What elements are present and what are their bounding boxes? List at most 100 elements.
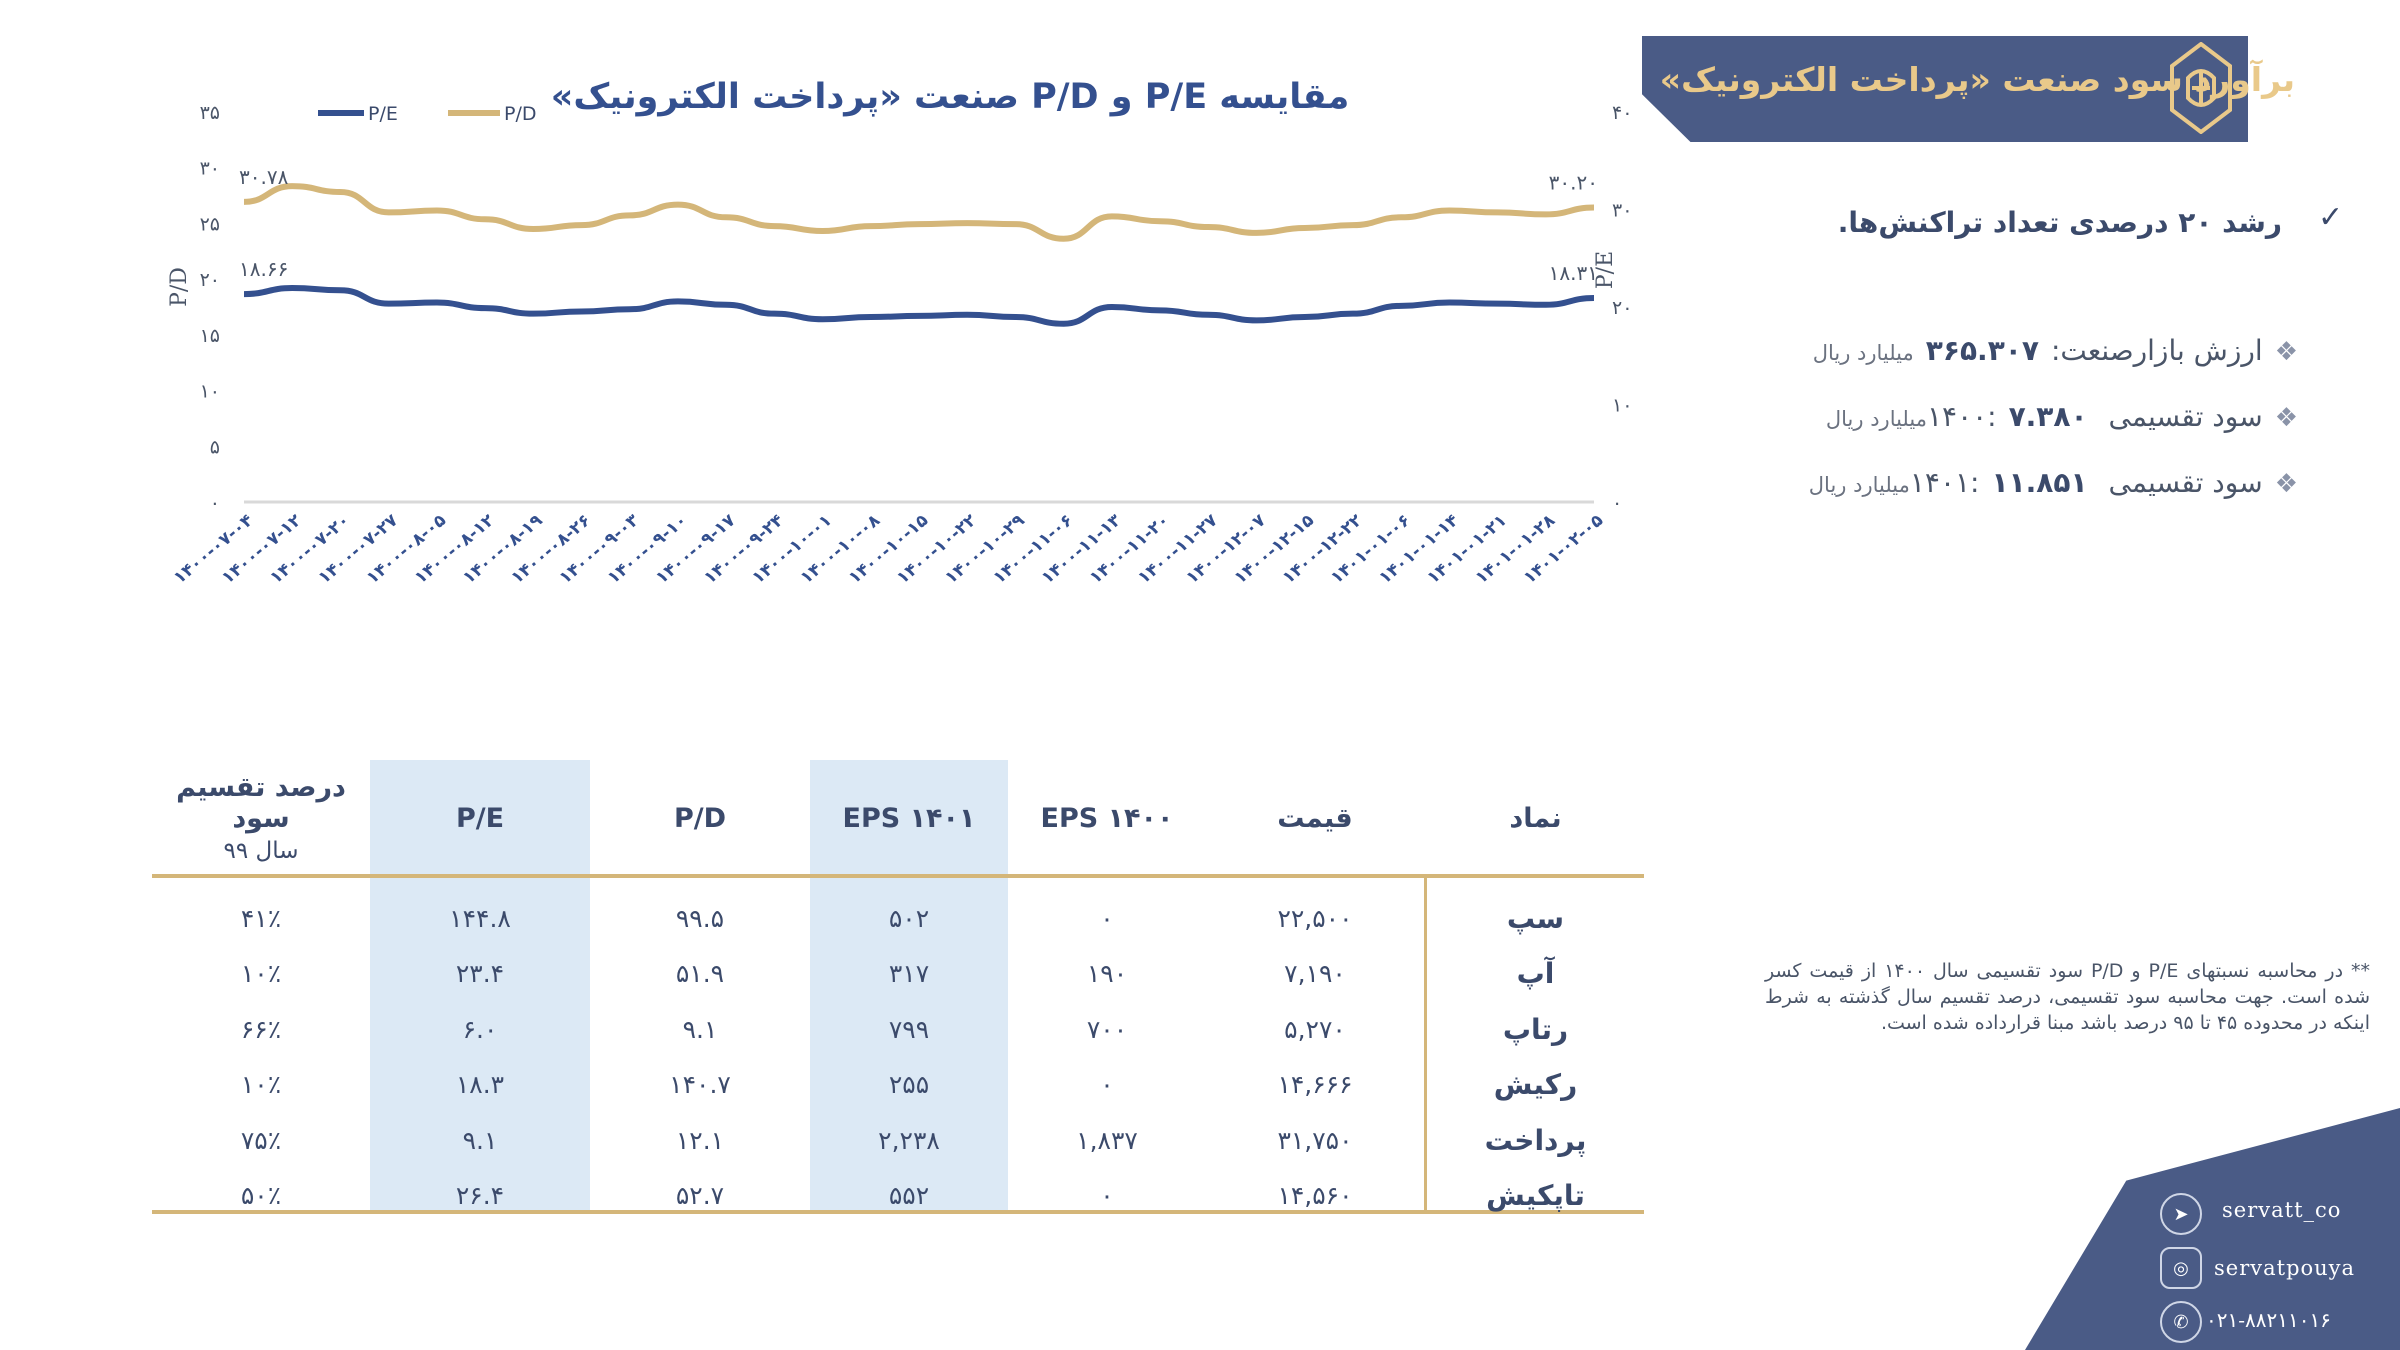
phone-icon[interactable]: ✆	[2160, 1301, 2202, 1343]
y-left-tick-label: ۵	[210, 436, 220, 458]
growth-statement: رشد ۲۰ درصدی تعداد تراکنش‌ها.	[1837, 206, 2282, 239]
telegram-handle[interactable]: servatt_co	[2222, 1198, 2342, 1222]
y-axis-left-title: P/D	[167, 267, 192, 307]
series-start-label: ۱۸.۶۶	[239, 257, 288, 281]
table-cell-payout: ۱۰٪	[240, 959, 282, 988]
table-cell-symbol: پرداخت	[1484, 1123, 1587, 1157]
series-end-label: ۱۸.۳۱	[1549, 261, 1598, 285]
pe-pd-line-chart: مقایسه P/E و P/D صنعت «پرداخت الکترونیک»…	[167, 77, 1632, 588]
table-cell-symbol: آپ	[1516, 957, 1555, 990]
header-eps1400: EPS ۱۴۰۰	[1040, 802, 1174, 834]
footnote: ** در محاسبه نسبتهای P/E و P/D سود تقسیم…	[1765, 960, 2370, 1034]
y-right-tick-label: ۴۰	[1612, 102, 1632, 124]
y-left-tick-label: ۲۰	[200, 269, 220, 291]
table-cell-pd: ۵۲.۷	[675, 1181, 725, 1210]
series-end-label: ۳۰.۲۰	[1549, 171, 1598, 195]
table-cell-symbol: تاپکیش	[1486, 1179, 1585, 1212]
table-cell-pe: ۱۸.۳	[455, 1070, 505, 1099]
bullet-label: سود تقسیمی ۱۴۰۰:	[1926, 400, 2263, 433]
company-logo-icon	[2170, 42, 2232, 134]
diamond-bullet-icon: ❖	[2274, 337, 2298, 367]
bullet-market-value: ❖ ارزش بازارصنعت: ۳۶۵.۳۰۷ میلیارد ریال	[1813, 334, 2298, 367]
y-right-tick-label: ۱۰	[1612, 395, 1632, 417]
bullet-value: ۳۶۵.۳۰۷	[1925, 334, 2039, 367]
series-line-pe	[243, 285, 1595, 327]
table-cell-pd: ۹۹.۵	[675, 903, 725, 933]
table-cell-price: ۱۴,۶۶۶	[1277, 1070, 1353, 1099]
y-right-tick-label: ۲۰	[1612, 297, 1632, 319]
table-cell-pe: ۲۶.۴	[455, 1181, 505, 1210]
header-payout-sub: سال ۹۹	[223, 838, 299, 864]
header-banner	[1642, 36, 2248, 142]
bullet-dividend-1400: ❖ سود تقسیمی ۱۴۰۰:۷.۳۸۰ میلیارد ریال	[1826, 400, 2298, 433]
table-cell-eps1401: ۲۵۵	[888, 1070, 930, 1099]
table-bottom-rule	[152, 1210, 1644, 1214]
table-cell-price: ۷,۱۹۰	[1284, 959, 1346, 988]
legend-pe-label: P/E	[368, 103, 398, 125]
header-payout: درصد تقسیم سود سال ۹۹	[152, 772, 370, 864]
industry-table: درصد تقسیم سود سال ۹۹ P/E P/D EPS ۱۴۰۱ E…	[152, 760, 1644, 1216]
y-right-tick-label: ۳۰	[1612, 200, 1632, 222]
y-axis-left: ۰ ۵ ۱۰ ۱۵ ۲۰ ۲۵ ۳۰ ۳۵	[200, 102, 220, 514]
x-axis: ۱۴۰۰-۰۷-۰۴۱۴۰۰-۰۷-۱۲۱۴۰۰-۰۷-۲۰۱۴۰۰-۰۷-۲۷…	[170, 510, 1607, 588]
table-cell-pe: ۹.۱	[462, 1125, 498, 1155]
series-end-labels: ۱۸.۶۶ ۱۸.۳۱ ۳۰.۷۸ ۳۰.۲۰	[239, 165, 1598, 285]
table-cell-pd: ۹.۱	[682, 1014, 718, 1044]
bullet-unit: میلیارد ریال	[1808, 473, 1910, 497]
y-left-tick-label: ۰	[210, 492, 220, 514]
table-cell-eps1400: ۱,۸۳۷	[1076, 1125, 1138, 1155]
table-cell-payout: ۵۰٪	[240, 1181, 282, 1210]
telegram-icon[interactable]: ➤	[2160, 1193, 2202, 1235]
bullet-value: ۱۱.۸۵۱	[1991, 466, 2088, 499]
header-pd: P/D	[673, 802, 727, 834]
table-cell-eps1401: ۵۵۲	[888, 1181, 930, 1210]
table-cell-payout: ۱۰٪	[240, 1070, 282, 1099]
table-cell-payout: ۶۶٪	[240, 1014, 282, 1044]
y-axis-right: ۰ ۱۰ ۲۰ ۳۰ ۴۰	[1612, 102, 1632, 514]
phone-number[interactable]: ۰۲۱-۸۸۲۱۱۰۱۶	[2206, 1308, 2331, 1332]
header-pe: P/E	[455, 802, 505, 834]
checkmark-icon: ✓	[2318, 200, 2344, 235]
bullet-unit: میلیارد ریال	[1825, 407, 1927, 431]
table-cell-eps1400: ۰	[1100, 903, 1114, 933]
bullet-value: ۷.۳۸۰	[2008, 400, 2088, 433]
header-payout-label: درصد تقسیم سود	[176, 772, 346, 834]
table-cell-pd: ۱۴۰.۷	[669, 1070, 731, 1099]
table-cell-eps1400: ۷۰۰	[1086, 1014, 1128, 1044]
table-cell-symbol: رتاپ	[1502, 1012, 1569, 1046]
table-symbol-divider	[1424, 876, 1427, 1213]
table-cell-payout: ۷۵٪	[240, 1125, 282, 1155]
series-line-pd	[243, 183, 1595, 242]
table-cell-eps1401: ۷۹۹	[888, 1014, 930, 1044]
y-left-tick-label: ۲۵	[200, 213, 220, 235]
table-cell-eps1400: ۰	[1100, 1181, 1114, 1210]
bullet-label: ارزش بازارصنعت:	[2050, 334, 2263, 367]
y-left-tick-label: ۱۰	[200, 381, 220, 403]
highlight-column-eps1401	[810, 760, 1008, 1214]
table-cell-eps1400: ۱۹۰	[1086, 959, 1128, 988]
table-cell-price: ۱۴,۵۶۰	[1277, 1181, 1353, 1210]
y-right-tick-label: ۰	[1612, 492, 1622, 514]
table-cell-pe: ۶.۰	[462, 1014, 498, 1044]
bullet-dividend-1401: ❖ سود تقسیمی ۱۴۰۱:۱۱.۸۵۱ میلیارد ریال	[1809, 466, 2298, 499]
table-cell-pd: ۱۲.۱	[675, 1125, 725, 1155]
instagram-handle[interactable]: servatpouya	[2214, 1256, 2356, 1280]
instagram-icon[interactable]: ◎	[2160, 1247, 2202, 1289]
y-left-tick-label: ۳۰	[200, 158, 220, 180]
table-cell-pe: ۱۴۴.۸	[449, 903, 511, 933]
legend-pd-label: P/D	[504, 103, 537, 125]
y-left-tick-label: ۳۵	[200, 102, 220, 124]
header-symbol: نماد	[1509, 802, 1562, 834]
y-left-tick-label: ۱۵	[200, 325, 220, 347]
header-price: قیمت	[1277, 802, 1353, 834]
table-cell-pd: ۵۱.۹	[675, 959, 725, 988]
table-cell-symbol: رکیش	[1493, 1068, 1578, 1101]
bullet-label: سود تقسیمی ۱۴۰۱:	[1909, 466, 2263, 499]
diamond-bullet-icon: ❖	[2274, 403, 2298, 433]
table-cell-price: ۲۲,۵۰۰	[1277, 903, 1353, 933]
highlight-column-pe	[370, 760, 590, 1214]
table-cell-pe: ۲۳.۴	[455, 959, 505, 988]
header-eps1401: EPS ۱۴۰۱	[842, 802, 976, 834]
table-cell-eps1400: ۰	[1100, 1070, 1114, 1099]
table-cell-symbol: سپ	[1506, 901, 1565, 935]
